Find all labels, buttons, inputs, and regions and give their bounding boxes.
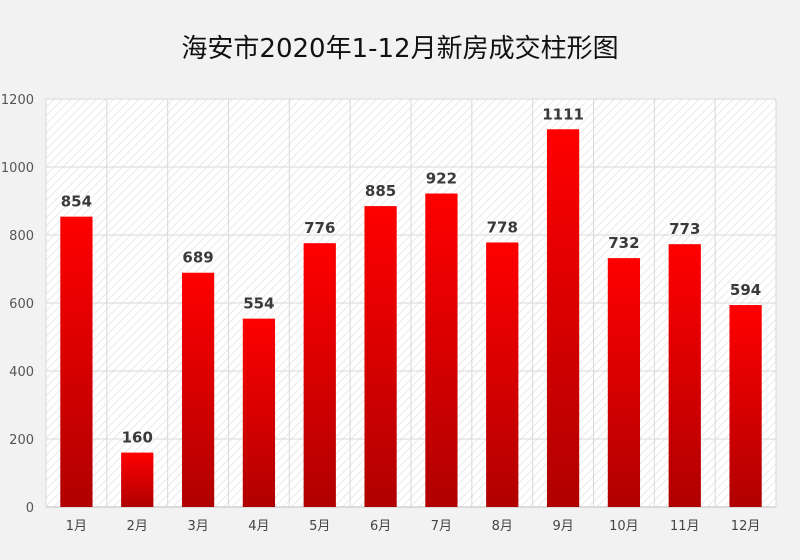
data-label: 776 <box>304 219 335 237</box>
y-tick-label: 800 <box>9 229 34 244</box>
gridlines <box>45 98 777 508</box>
data-label: 554 <box>243 295 274 313</box>
x-tick-label: 6月 <box>370 519 391 534</box>
x-tick-label: 12月 <box>731 519 761 534</box>
bar <box>181 272 215 507</box>
bar <box>425 193 458 507</box>
x-tick-label: 2月 <box>127 519 148 534</box>
data-labels: 854 160 689 554 776 885 922 778 1111 732 773 594 <box>61 105 761 446</box>
data-label: 1111 <box>542 105 584 123</box>
x-tick-label: 10月 <box>609 519 639 534</box>
bar <box>242 318 276 507</box>
y-tick-label: 200 <box>9 433 34 448</box>
bars <box>60 129 762 508</box>
bar <box>729 305 762 507</box>
data-label: 594 <box>730 281 761 299</box>
data-label: 689 <box>182 249 213 267</box>
x-tick-label: 1月 <box>66 519 87 534</box>
x-tick-label: 3月 <box>187 519 208 534</box>
data-label: 778 <box>487 218 518 236</box>
x-tick-label: 8月 <box>492 519 513 534</box>
bar <box>607 258 641 507</box>
x-tick-label: 7月 <box>431 519 452 534</box>
bar <box>121 452 154 507</box>
x-tick-label: 5月 <box>309 519 330 534</box>
x-tick-label: 11月 <box>670 519 700 534</box>
y-axis: 0 200 400 600 800 1000 1200 <box>1 93 34 516</box>
data-label: 922 <box>426 170 457 188</box>
chart-title: 海安市2020年1-12月新房成交柱形图 <box>181 34 618 64</box>
y-tick-label: 600 <box>9 297 34 312</box>
bar <box>668 244 701 507</box>
bar <box>60 216 93 507</box>
y-tick-label: 1000 <box>1 161 34 176</box>
data-label: 160 <box>122 429 153 447</box>
x-axis: 1月 2月 3月 4月 5月 6月 7月 8月 9月 10月 11月 12月 <box>66 519 761 534</box>
data-label: 732 <box>608 234 639 252</box>
y-tick-label: 400 <box>9 365 34 380</box>
data-label: 885 <box>365 182 396 200</box>
y-tick-label: 1200 <box>1 93 34 108</box>
data-label: 773 <box>669 220 700 238</box>
bar <box>486 242 519 508</box>
x-tick-label: 4月 <box>248 519 269 534</box>
y-tick-label: 0 <box>26 501 34 516</box>
bar <box>364 206 397 507</box>
bar <box>303 243 336 507</box>
x-tick-label: 9月 <box>552 519 573 534</box>
data-label: 854 <box>61 193 92 211</box>
bar <box>546 129 580 507</box>
